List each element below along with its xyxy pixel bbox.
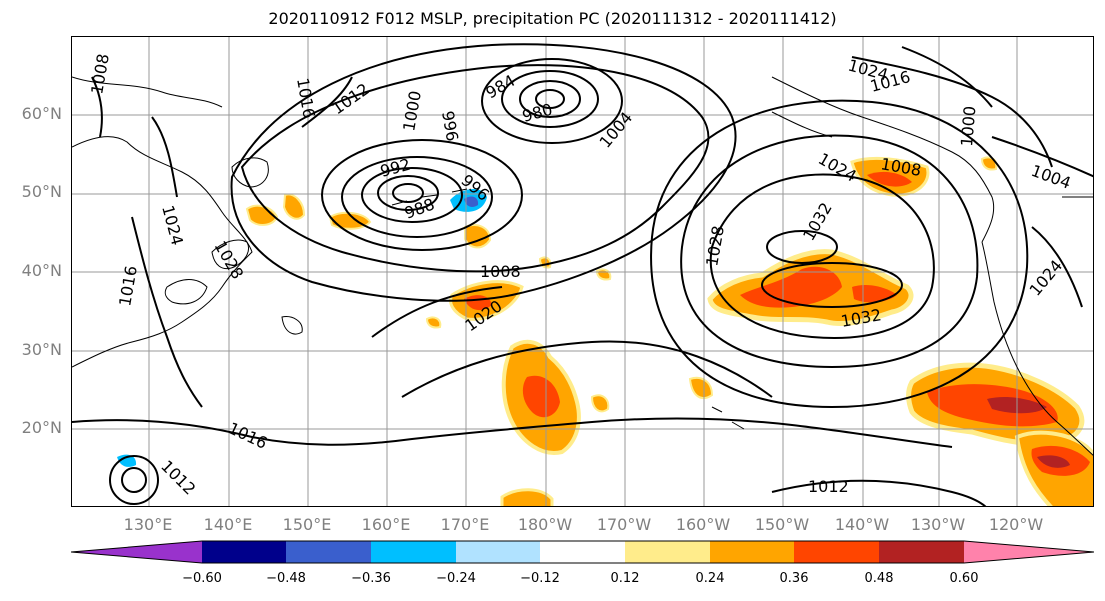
isobar-label: 1000	[957, 105, 979, 147]
colorbar-cell	[202, 541, 286, 563]
lat-label-50n: 50°N	[21, 182, 62, 201]
isobar-label: 996	[438, 109, 462, 142]
lat-label-60n: 60°N	[21, 104, 62, 123]
lon-label-160w: 160°W	[675, 515, 731, 534]
precip-patch	[425, 316, 442, 329]
precip-negative-patch	[464, 196, 479, 207]
colorbar-cell	[964, 541, 1094, 563]
colorbar-tick: −0.60	[182, 571, 222, 586]
colorbar	[71, 540, 1094, 564]
map-canvas: 1016 1012 1008 1016 992 988 996 1000 996…	[72, 37, 1093, 506]
map-panel: 1016 1012 1008 1016 992 988 996 1000 996…	[71, 36, 1094, 507]
isobar-label: 1028	[702, 224, 728, 267]
isobar-label: 1016	[225, 418, 270, 452]
isobar-label: 980	[520, 100, 554, 126]
lon-label-150w: 150°W	[754, 515, 810, 534]
isobar-label: 984	[483, 71, 519, 103]
lon-label-130w: 130°W	[910, 515, 966, 534]
precip-patch	[282, 193, 306, 220]
colorbar-tick: 0.24	[695, 571, 725, 586]
lon-label-180w: 180°W	[517, 515, 573, 534]
colorbar-tick: 0.36	[779, 571, 809, 586]
isobars	[72, 43, 1093, 506]
colorbar-cell	[286, 541, 371, 563]
precip-patch	[867, 171, 912, 187]
lat-label-20n: 20°N	[21, 418, 62, 437]
colorbar-cell	[794, 541, 879, 563]
coastlines	[72, 76, 1093, 456]
colorbar-tick: 0.48	[864, 571, 894, 586]
colorbar-tick: 0.12	[610, 571, 640, 586]
colorbar-cell	[625, 541, 710, 563]
colorbar-tick: −0.24	[436, 571, 476, 586]
colorbar-tick: 0.60	[949, 571, 979, 586]
precip-patch	[980, 156, 998, 171]
isobar-label: 1024	[1026, 256, 1067, 299]
lon-label-120w: 120°W	[988, 515, 1044, 534]
lon-label-150e: 150°E	[282, 515, 332, 534]
isobar-label: 1024	[158, 203, 187, 247]
colorbar-cell	[371, 541, 456, 563]
colorbar-cell	[456, 541, 540, 563]
isobar-label: 1012	[157, 456, 199, 498]
isobar-label: 1012	[328, 79, 372, 118]
precip-patch	[500, 488, 554, 506]
lat-label-30n: 30°N	[21, 340, 62, 359]
precip-patch	[522, 375, 560, 418]
isobar-label: 1028	[211, 238, 248, 283]
lat-label-40n: 40°N	[21, 261, 62, 280]
precip-patch	[245, 204, 279, 226]
colorbar-tick: −0.36	[351, 571, 391, 586]
lon-label-170w: 170°W	[596, 515, 652, 534]
colorbar-tick: −0.12	[520, 571, 560, 586]
isobar-label: 1000	[399, 89, 425, 132]
isobar-label: 1016	[293, 76, 319, 119]
precip-patch	[590, 394, 610, 413]
isobar-label: 1024	[815, 149, 860, 186]
isobar-label: 988	[402, 194, 437, 222]
precip-negative-patch	[117, 454, 137, 467]
isobar-label: 1016	[115, 264, 141, 307]
map-title: 2020110912 F012 MSLP, precipitation PC (…	[268, 9, 837, 28]
isobar-label: 1008	[480, 262, 521, 281]
precip-patch	[740, 266, 842, 308]
isobar-label: 1012	[808, 477, 849, 496]
colorbar-cell	[710, 541, 794, 563]
lon-label-160e: 160°E	[361, 515, 411, 534]
precip-patch	[328, 211, 372, 230]
colorbar-cell	[540, 541, 625, 563]
precip-patch	[1037, 455, 1070, 468]
colorbar-tick: −0.48	[266, 571, 306, 586]
lon-label-130e: 130°E	[123, 515, 173, 534]
colorbar-cell	[71, 541, 202, 563]
precip-patch	[688, 376, 714, 399]
colorbar-cell	[879, 541, 964, 563]
lon-label-140w: 140°W	[834, 515, 890, 534]
lon-label-170e: 170°E	[440, 515, 490, 534]
precip-patch	[595, 268, 612, 281]
colorbar-outline	[71, 540, 1094, 564]
isobar-label: 1008	[87, 52, 113, 95]
lon-label-140e: 140°E	[203, 515, 253, 534]
